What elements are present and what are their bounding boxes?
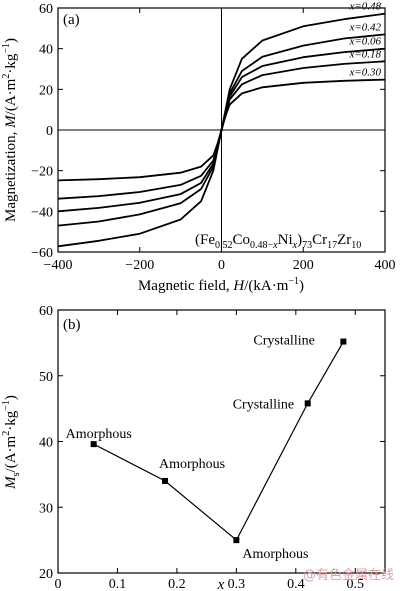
data-point-marker	[340, 338, 347, 345]
panel-a-xlabel: Magnetic field, H/(kA·m−1)	[138, 276, 304, 294]
panel-b-ticks: 0 0.1 0.2 0.3 0.4 0.5 20 30 40 50 60	[39, 304, 385, 591]
series-label: x=0.06	[348, 36, 381, 48]
panel-a-ytick-label: 0	[46, 124, 53, 139]
panel-a-tag: (a)	[63, 12, 80, 28]
phase-annotation: Crystalline	[253, 334, 314, 349]
hysteresis-curve	[57, 78, 386, 182]
panel-b-ytick-label: 40	[39, 436, 53, 451]
panel-a-ytick-label: −60	[31, 246, 53, 261]
panel-a-ytick-label: −20	[31, 165, 53, 180]
panel-a-ytick-label: −40	[31, 205, 53, 220]
panel-b-xtick-label: 0.3	[228, 577, 246, 591]
panel-a-xtick-label: 200	[293, 258, 314, 273]
panel-b-tag: (b)	[63, 317, 81, 333]
series-label: x=0.30	[348, 67, 381, 79]
panel-b-xtick-label: 0.4	[287, 577, 305, 591]
panel-b-ytick-label: 30	[39, 501, 53, 516]
phase-annotation: Crystalline	[233, 397, 294, 412]
panel-b-ytick-label: 60	[39, 304, 53, 319]
panel-b-xtick-label: 0.5	[347, 577, 365, 591]
data-point-marker	[233, 537, 240, 544]
panel-a-ytick-label: 40	[39, 43, 53, 58]
panel-a-xtick-label: −400	[44, 258, 73, 273]
panel-b-xtick-label: 0.1	[109, 577, 127, 591]
series-label: x=0.18	[348, 48, 381, 60]
data-point-marker	[90, 441, 97, 448]
panel-b-ylabel: Ms/(A·m2·kg−1)	[1, 395, 22, 490]
panel-a-ylabel: Magnetization, M/(A·m2·kg−1)	[1, 38, 19, 222]
phase-annotation: Amorphous	[242, 547, 308, 562]
data-point-marker	[162, 477, 169, 484]
panel-a-series-labels: x=0.48 x=0.42 x=0.06x=0.18 x=0.30	[348, 1, 381, 79]
panel-a-ytick-label: 20	[39, 83, 53, 98]
panel-a-xtick-label: 0	[218, 258, 225, 273]
watermark: @有色金属在线	[302, 568, 394, 583]
panel-b-xtick-label: 0.2	[168, 577, 186, 591]
panel-a-formula: (Fe0.52Co0.48−xNix)73Cr17Zr10	[195, 232, 361, 251]
panel-b-ytick-label: 20	[39, 567, 53, 582]
panel-a-xtick-label: 400	[375, 258, 396, 273]
panel-b-annotations: Amorphous Amorphous Amorphous Crystalline Cr…	[66, 334, 315, 563]
series-label: x=0.48	[348, 1, 381, 13]
series-label: x=0.42	[348, 21, 381, 33]
panel-b-xlabel: x	[217, 577, 225, 591]
data-point-marker	[304, 400, 311, 407]
panel-b-xtick-label: 0	[55, 577, 62, 591]
panel-a-curves	[57, 12, 386, 248]
panel-a-xtick-label: −200	[125, 258, 154, 273]
panel-b-series	[90, 338, 347, 544]
panel-a-ytick-label: 60	[39, 2, 53, 17]
phase-annotation: Amorphous	[66, 427, 132, 442]
panel-b-ytick-label: 50	[39, 370, 53, 385]
phase-annotation: Amorphous	[159, 457, 225, 472]
